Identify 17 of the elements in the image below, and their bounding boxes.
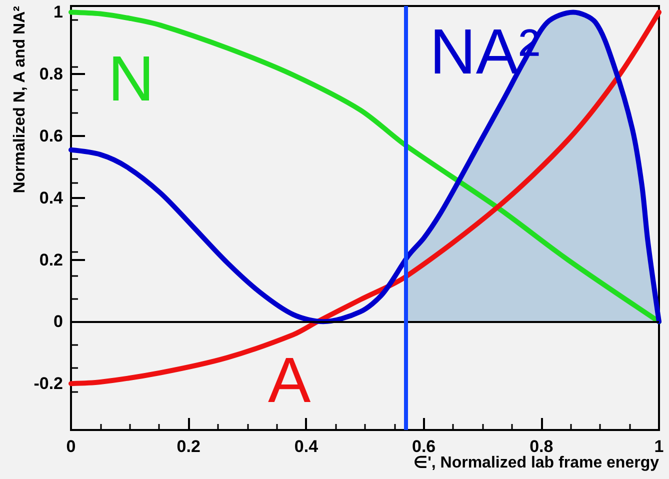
y-tick-label: 0.2 — [39, 250, 63, 270]
y-tick-label: -0.2 — [34, 374, 63, 394]
y-tick-label: 0.6 — [39, 126, 63, 146]
x-tick-label: 1 — [654, 437, 664, 456]
y-axis-title: Normalized N, A and NA² — [12, 6, 28, 194]
y-tick-label: 0.4 — [39, 188, 64, 208]
x-tick-label: 0 — [66, 437, 76, 456]
y-tick-label: 1 — [54, 2, 63, 22]
x-tick-label: 0.2 — [176, 437, 200, 456]
x-tick-label: 0.4 — [294, 437, 319, 456]
x-axis-title: ∈', Normalized lab frame energy — [414, 454, 660, 472]
x-tick-label: 0.6 — [412, 437, 436, 456]
x-tick-label: 0.8 — [530, 437, 554, 456]
y-tick-label: 0.8 — [39, 64, 63, 84]
y-tick-label: 0 — [54, 312, 63, 332]
series-label: N — [108, 42, 154, 114]
series-label: A — [268, 344, 311, 416]
